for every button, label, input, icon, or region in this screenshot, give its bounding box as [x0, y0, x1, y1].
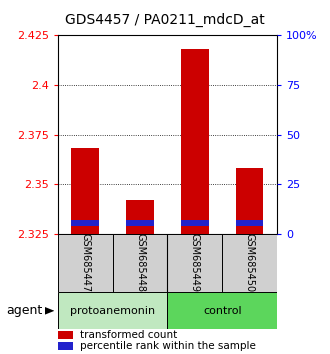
- Bar: [72, 220, 99, 226]
- Text: GSM685447: GSM685447: [80, 233, 90, 292]
- Text: control: control: [203, 306, 242, 316]
- Bar: [181, 220, 209, 226]
- Bar: [126, 220, 154, 226]
- Bar: [58, 331, 73, 339]
- Bar: [58, 234, 113, 292]
- Bar: [181, 49, 209, 234]
- Text: GSM685450: GSM685450: [245, 233, 255, 292]
- Bar: [222, 234, 277, 292]
- Bar: [126, 200, 154, 234]
- Bar: [113, 234, 168, 292]
- Text: agent: agent: [7, 304, 43, 317]
- Text: GSM685449: GSM685449: [190, 233, 200, 292]
- Text: GDS4457 / PA0211_mdcD_at: GDS4457 / PA0211_mdcD_at: [65, 12, 265, 27]
- Text: GSM685448: GSM685448: [135, 233, 145, 292]
- Polygon shape: [45, 307, 54, 315]
- Bar: [236, 168, 263, 234]
- Text: transformed count: transformed count: [80, 330, 177, 340]
- Bar: [72, 148, 99, 234]
- Bar: [168, 292, 277, 329]
- Bar: [58, 342, 73, 350]
- Bar: [168, 234, 222, 292]
- Text: protoanemonin: protoanemonin: [70, 306, 155, 316]
- Text: percentile rank within the sample: percentile rank within the sample: [80, 342, 255, 352]
- Bar: [236, 220, 263, 226]
- Bar: [58, 292, 168, 329]
